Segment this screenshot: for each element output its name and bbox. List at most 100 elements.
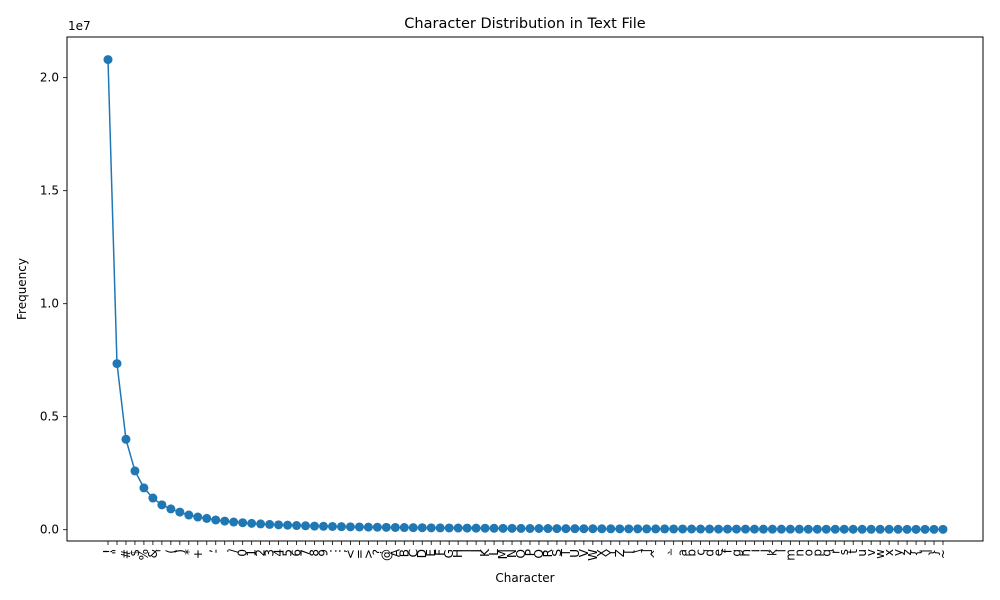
data-point (624, 524, 634, 534)
x-tick-label: n (792, 549, 806, 557)
data-point (157, 500, 167, 510)
plot-area-frame (66, 36, 984, 542)
x-tick-label: ) (173, 549, 187, 554)
x-tick-label: O (514, 549, 528, 558)
x-tick-label: 0 (236, 549, 250, 557)
data-point (812, 524, 822, 534)
x-tick-label: " (110, 549, 124, 555)
data-point (112, 359, 122, 369)
y-axis-title: Frequency (15, 258, 29, 320)
data-point (687, 524, 697, 534)
x-tick-label: E (424, 549, 438, 557)
x-tick-label: X (595, 549, 609, 557)
x-tick-label: % (137, 549, 151, 560)
data-point (426, 523, 436, 533)
x-tick-label: e (712, 549, 726, 556)
data-point (480, 523, 490, 533)
data-point (633, 524, 643, 534)
data-point (579, 524, 589, 534)
x-tick-label: F (433, 549, 447, 556)
x-tick-label: ` (667, 549, 681, 555)
x-tick-label: t (846, 549, 860, 554)
x-tick-label: z (900, 549, 914, 555)
x-tick-label: C (406, 549, 420, 557)
x-tick-label: r (828, 549, 842, 554)
x-tick-label: @ (379, 549, 393, 561)
data-point (785, 524, 795, 534)
data-point (516, 523, 526, 533)
x-tick-label: V (577, 548, 591, 557)
x-tick-label: S (550, 549, 564, 557)
data-point (184, 510, 194, 520)
x-tick-label: w (873, 549, 887, 559)
x-tick-label: R (541, 549, 555, 557)
x-axis-ticks: !"#$%&'()*+,-./0123456789:;<=>?@ABCDEFGH… (101, 541, 950, 561)
data-point (731, 524, 741, 534)
x-tick-label: { (909, 549, 923, 557)
x-tick-label: b (685, 549, 699, 557)
data-point (714, 524, 724, 534)
x-tick-label: \ (631, 548, 645, 553)
data-point (363, 522, 373, 532)
x-tick-label: 8 (308, 549, 322, 557)
x-tick-label: 9 (316, 549, 330, 557)
x-tick-label: x (882, 549, 896, 556)
x-tick-label: + (191, 549, 205, 559)
x-tick-label: : (325, 549, 339, 553)
x-tick-label: J (469, 549, 483, 554)
x-tick-label: I (460, 549, 474, 553)
data-point (229, 517, 239, 527)
data-point (435, 523, 445, 533)
data-point (283, 520, 293, 530)
data-point (651, 524, 661, 534)
x-tick-label: = (352, 549, 366, 559)
x-tick-label: v (864, 549, 878, 556)
x-tick-label: _ (658, 548, 672, 556)
data-point (292, 521, 302, 531)
data-point (696, 524, 706, 534)
data-point (615, 524, 625, 534)
data-point (794, 524, 804, 534)
data-point (265, 519, 275, 529)
x-tick-label: T (559, 548, 573, 557)
y-axis-offset-label: 1e7 (68, 19, 91, 33)
x-tick-label: s (837, 549, 851, 555)
series-line (107, 59, 944, 531)
data-point (705, 524, 715, 534)
data-points (103, 55, 948, 534)
data-point (408, 523, 418, 533)
data-point (534, 524, 544, 534)
data-point (462, 523, 472, 533)
x-tick-label: u (855, 549, 869, 557)
x-tick-label: l (774, 549, 788, 552)
x-tick-label: m (783, 549, 797, 561)
y-tick-label: 1.0 (40, 297, 59, 311)
data-point (776, 524, 786, 534)
data-point (830, 524, 840, 534)
data-point (938, 524, 948, 534)
data-point (336, 522, 346, 532)
x-tick-label: k (765, 549, 779, 556)
data-point (345, 522, 355, 532)
x-tick-label: | (918, 549, 932, 553)
data-point (875, 524, 885, 534)
data-point (399, 523, 409, 533)
x-tick-label: Y (604, 548, 618, 557)
x-tick-label: ; (334, 549, 348, 553)
data-point (749, 524, 759, 534)
x-tick-label: ] (640, 549, 654, 554)
x-tick-label: g (729, 549, 743, 557)
data-point (238, 518, 248, 528)
data-point (166, 504, 176, 514)
data-point (642, 524, 652, 534)
x-tick-label: G (442, 549, 456, 558)
x-tick-label: D (415, 549, 429, 558)
data-point (893, 524, 903, 534)
data-point (318, 521, 328, 531)
x-tick-label: L (487, 549, 501, 556)
data-point (274, 520, 284, 530)
data-point (193, 512, 203, 522)
data-point (327, 521, 337, 531)
x-tick-label: ^ (649, 549, 663, 559)
data-point (902, 524, 912, 534)
